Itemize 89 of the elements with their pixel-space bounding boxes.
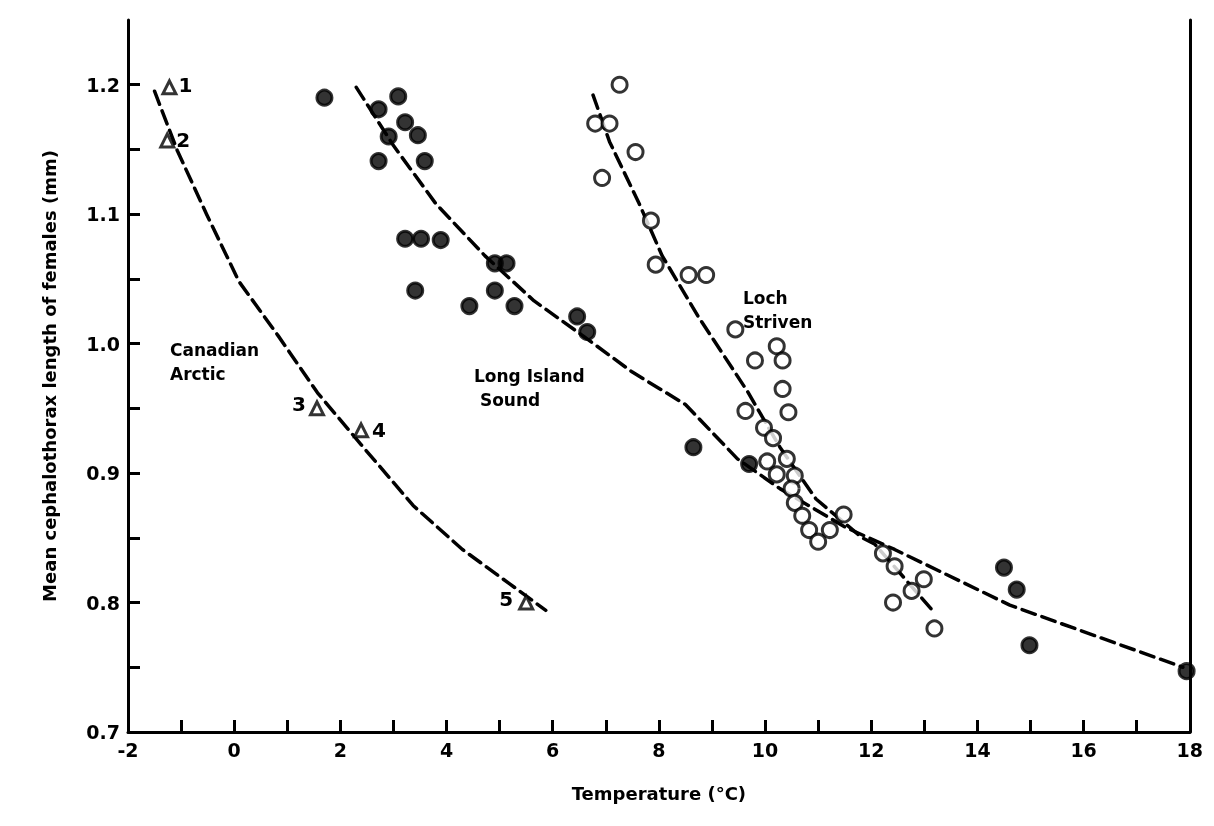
point <box>764 429 783 448</box>
point <box>740 455 759 474</box>
y-tick-label: 1.0 <box>86 332 120 355</box>
point <box>777 449 796 468</box>
point <box>497 254 516 273</box>
point <box>758 452 777 471</box>
point <box>785 493 804 512</box>
point <box>834 505 853 524</box>
x-tick-label: 14 <box>964 738 991 761</box>
point <box>646 255 665 274</box>
point <box>517 592 535 611</box>
point <box>746 351 764 370</box>
y-tick-label: 0.7 <box>86 721 120 743</box>
point <box>389 87 408 106</box>
y-tick-label: 1.2 <box>86 73 120 96</box>
point <box>773 351 792 370</box>
x-tick-label: 16 <box>1070 738 1097 761</box>
x-tick-label: 18 <box>1176 738 1204 761</box>
point <box>460 297 479 316</box>
point <box>412 229 431 248</box>
point <box>369 152 388 171</box>
point <box>485 281 504 300</box>
point <box>568 307 587 326</box>
point <box>626 143 645 162</box>
point <box>726 320 745 339</box>
point <box>793 506 812 525</box>
point <box>994 558 1013 577</box>
point <box>309 400 325 417</box>
x-tick-label: 6 <box>546 738 560 761</box>
x-tick-label: 4 <box>439 738 454 761</box>
point <box>353 422 370 439</box>
point <box>505 297 524 316</box>
point <box>1020 636 1039 655</box>
annotation: 3 <box>292 392 306 417</box>
point <box>369 100 388 119</box>
point <box>396 113 415 132</box>
point <box>782 479 801 498</box>
point <box>736 401 755 420</box>
point <box>809 532 828 551</box>
point <box>697 266 716 285</box>
point <box>767 465 786 484</box>
point <box>610 75 629 94</box>
y-tick-label: 0.8 <box>86 591 120 614</box>
x-axis-title: Temperature (°C) <box>571 782 747 804</box>
point <box>779 403 798 422</box>
annotation: Loch Striven <box>743 288 813 332</box>
point <box>873 544 892 563</box>
point <box>914 570 933 589</box>
point <box>684 438 703 457</box>
y-tick-label: 0.9 <box>86 462 120 485</box>
point <box>161 79 178 96</box>
point <box>679 266 698 285</box>
point <box>641 211 660 230</box>
point <box>586 114 605 133</box>
x-tick-label: 0 <box>227 738 241 761</box>
point <box>800 521 819 540</box>
point <box>396 229 415 248</box>
annotation: Long Island Sound <box>474 366 585 410</box>
annotation: 1 <box>178 73 193 98</box>
point <box>767 337 786 356</box>
point <box>315 88 334 107</box>
point <box>379 127 398 146</box>
point <box>773 379 792 398</box>
point <box>1177 662 1196 681</box>
point <box>408 126 427 145</box>
point <box>593 168 612 187</box>
x-tick-label: 12 <box>858 738 885 761</box>
y-tick-label: 1.1 <box>86 203 120 226</box>
x-tick-label: 10 <box>751 738 779 761</box>
point <box>902 581 921 600</box>
point <box>884 593 903 612</box>
annotation: 5 <box>499 586 514 611</box>
point <box>415 152 434 171</box>
point <box>820 521 839 540</box>
annotation: 2 <box>176 128 191 153</box>
x-tick-label: 8 <box>652 738 666 761</box>
x-tick-label: 2 <box>333 738 347 761</box>
point <box>1007 580 1026 599</box>
annotation: Canadian Arctic <box>170 340 266 384</box>
point <box>406 281 425 300</box>
point <box>159 132 176 149</box>
y-axis-title: Mean cephalothorax length of females (mm) <box>38 150 60 602</box>
point <box>925 619 944 638</box>
point <box>600 114 619 133</box>
point <box>431 231 450 250</box>
annotation: 4 <box>372 418 387 443</box>
point <box>578 322 597 341</box>
x-tick-label: -2 <box>117 738 139 761</box>
point <box>885 557 904 576</box>
